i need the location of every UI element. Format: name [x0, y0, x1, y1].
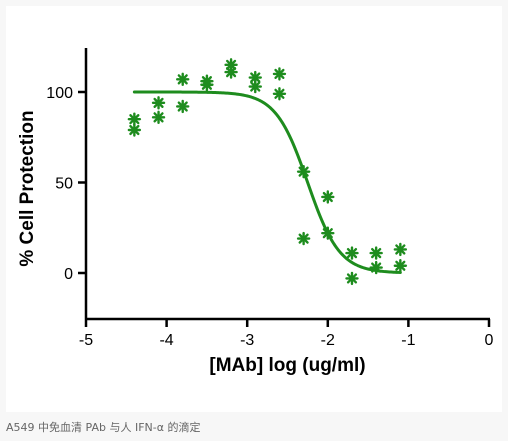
data-point [176, 72, 190, 87]
data-point [127, 112, 142, 126]
data-point [272, 87, 287, 101]
x-tick-label: -5 [79, 332, 93, 349]
chart-axes [78, 48, 491, 327]
figure-caption: A549 中免血清 PAb 与人 IFN-α 的滴定 [6, 421, 201, 434]
x-axis-label: [MAb] log (ug/ml) [209, 355, 365, 376]
data-point [345, 271, 359, 286]
data-point [369, 246, 383, 260]
data-point [272, 67, 287, 81]
data-point [296, 231, 311, 246]
chart-figure: -5 -4 -3 -2 -1 0 0 50 100 [MAb] log (ug/ml) % Cell… [6, 6, 502, 412]
data-point [321, 226, 335, 240]
data-point [321, 190, 335, 204]
data-point [200, 78, 214, 92]
y-tick-label: 100 [46, 85, 73, 102]
data-point [296, 164, 311, 179]
data-point [345, 246, 359, 260]
data-point [176, 99, 190, 114]
data-point [248, 79, 262, 94]
x-tick-label: 0 [485, 332, 494, 349]
fit-curve [132, 90, 402, 274]
x-tick-label: -1 [401, 332, 415, 349]
data-point [151, 110, 166, 125]
x-tick-label: -3 [240, 332, 254, 349]
data-point [393, 259, 408, 273]
y-tick-label: 50 [55, 176, 73, 193]
chart-svg: -5 -4 -3 -2 -1 0 0 50 100 [MAb] log (ug/ml) % Cell… [17, 48, 494, 376]
x-tick-label: -2 [321, 332, 335, 349]
data-point [224, 65, 238, 79]
x-tick-label: -4 [159, 332, 173, 349]
y-axis-label: % Cell Protection [17, 110, 38, 266]
data-point [127, 123, 142, 137]
data-point [393, 242, 408, 257]
data-point [151, 96, 166, 110]
axis-labels-group: -5 -4 -3 -2 -1 0 0 50 100 [MAb] log (ug/ml) % Cell… [17, 85, 494, 376]
data-point [369, 260, 383, 275]
fit-curve-group [132, 90, 402, 274]
data-point [248, 70, 262, 85]
data-points-group [127, 58, 408, 286]
y-tick-label: 0 [64, 266, 73, 283]
